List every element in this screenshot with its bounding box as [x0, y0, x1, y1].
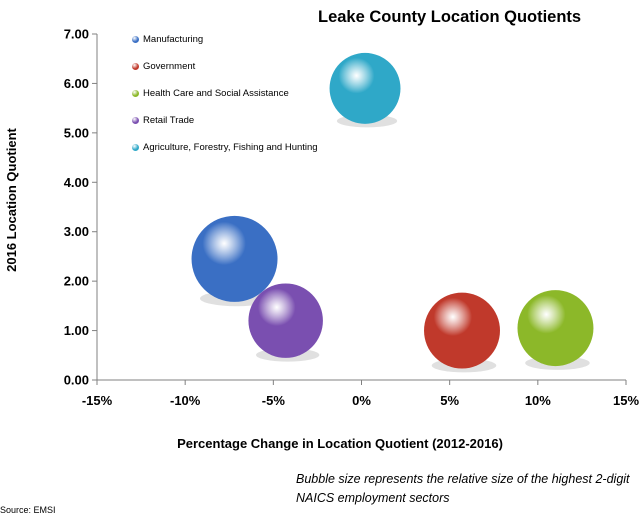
y-axis-title: 2016 Location Quotient: [4, 128, 19, 272]
bubble-retail-trade: [248, 283, 323, 358]
legend-item-government: Government: [132, 60, 322, 73]
x-tick-label: 15%: [613, 393, 639, 408]
x-tick-label: -5%: [262, 393, 286, 408]
legend-label: Manufacturing: [143, 34, 204, 45]
x-axis-title: Percentage Change in Location Quotient (…: [177, 436, 503, 451]
legend-swatch-icon: [132, 117, 139, 124]
legend-swatch-icon: [132, 144, 139, 151]
legend-label: Health Care and Social Assistance: [143, 88, 289, 99]
x-tick-label: 10%: [525, 393, 551, 408]
bubble-size-note: Bubble size represents the relative size…: [296, 472, 630, 505]
legend-item-manufacturing: Manufacturing: [132, 33, 322, 46]
legend: Manufacturing Government Health Care and…: [132, 33, 322, 168]
legend-item-retail-trade: Retail Trade: [132, 114, 322, 127]
legend-swatch-icon: [132, 36, 139, 43]
legend-item-health-care: Health Care and Social Assistance: [132, 87, 322, 100]
y-tick-label: 6.00: [64, 76, 89, 91]
x-tick-label: 5%: [440, 393, 459, 408]
legend-label: Government: [143, 61, 196, 72]
y-tick-label: 0.00: [64, 373, 89, 388]
legend-label: Agriculture, Forestry, Fishing and Hunti…: [143, 142, 318, 153]
legend-item-agriculture: Agriculture, Forestry, Fishing and Hunti…: [132, 141, 322, 154]
x-tick-label: 0%: [352, 393, 371, 408]
y-tick-label: 1.00: [64, 323, 89, 338]
y-tick-label: 4.00: [64, 175, 89, 190]
source-note: Source: EMSI: [0, 505, 56, 515]
bubble-agriculture-forestry-fishing-and-hunting: [329, 52, 401, 124]
bubble-health-care-and-social-assistance: [517, 290, 594, 367]
y-tick-label: 3.00: [64, 224, 89, 239]
legend-swatch-icon: [132, 63, 139, 70]
bubble-manufacturing: [191, 215, 278, 302]
x-tick-label: -10%: [170, 393, 201, 408]
legend-swatch-icon: [132, 90, 139, 97]
legend-label: Retail Trade: [143, 115, 195, 126]
y-tick-label: 5.00: [64, 125, 89, 140]
bubble-government: [424, 292, 500, 369]
x-tick-label: -15%: [82, 393, 113, 408]
y-tick-label: 7.00: [64, 27, 89, 42]
chart-title: Leake County Location Quotients: [318, 8, 582, 26]
y-tick-label: 2.00: [64, 274, 89, 289]
